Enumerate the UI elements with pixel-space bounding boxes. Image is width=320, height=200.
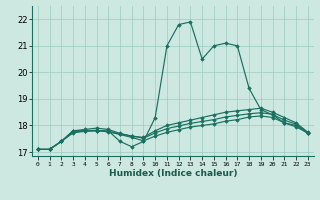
- X-axis label: Humidex (Indice chaleur): Humidex (Indice chaleur): [108, 169, 237, 178]
